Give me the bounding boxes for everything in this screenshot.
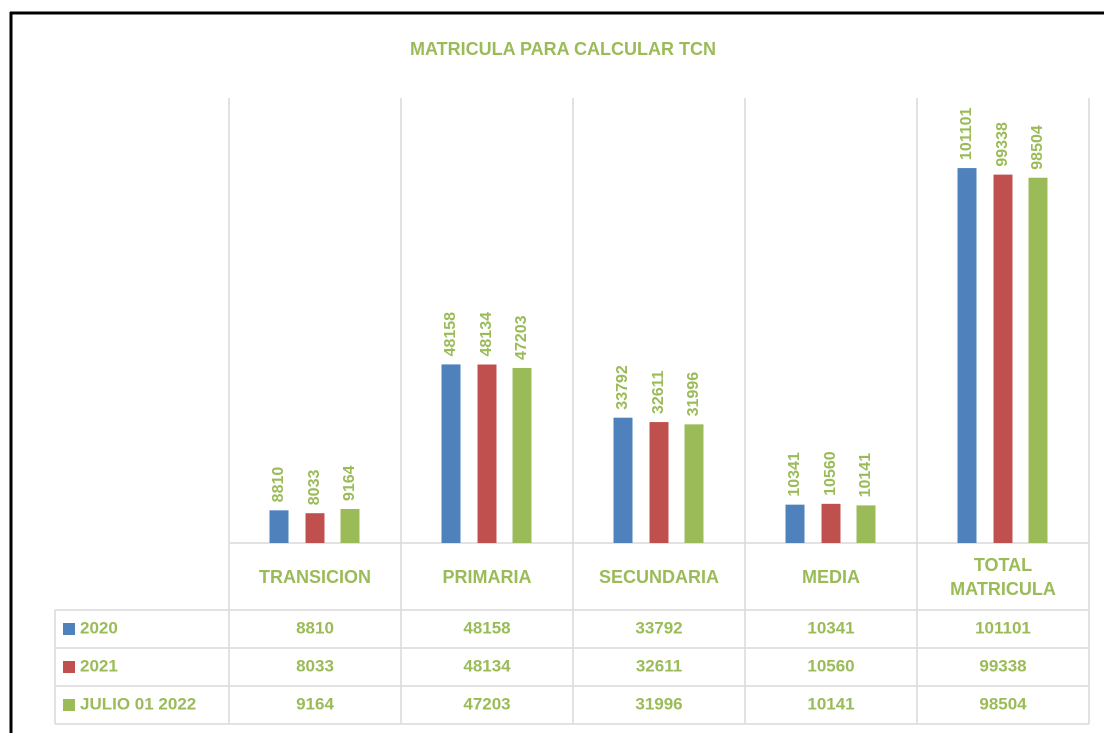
data-label: 32611 — [650, 370, 667, 414]
data-label: 33792 — [614, 365, 631, 410]
table-cell: 48134 — [463, 656, 511, 675]
x-tick-label: SECUNDARIA — [598, 566, 719, 587]
legend-key — [63, 699, 75, 711]
table-cell: 10560 — [807, 656, 854, 675]
bar — [856, 505, 876, 543]
data-label: 48158 — [442, 312, 459, 357]
bar — [993, 174, 1013, 543]
bar — [305, 513, 325, 543]
bar — [477, 364, 497, 543]
data-label: 47203 — [513, 315, 530, 360]
data-label: 8810 — [270, 467, 287, 503]
bar — [821, 503, 841, 543]
table-cell: 47203 — [463, 694, 510, 713]
data-label: 8033 — [306, 470, 323, 506]
legend-label: 2021 — [80, 656, 118, 675]
table-cell: 32611 — [636, 656, 682, 675]
bar — [613, 417, 633, 543]
bar — [441, 364, 461, 543]
legend-label: JULIO 01 2022 — [80, 694, 196, 713]
bar — [649, 422, 669, 543]
table-cell: 98504 — [979, 694, 1027, 713]
chart-title: MATRICULA PARA CALCULAR TCN — [410, 39, 716, 59]
table-cell: 8810 — [296, 618, 334, 637]
legend-label: 2020 — [80, 618, 118, 637]
bar — [512, 367, 532, 543]
x-tick-label: MEDIA — [802, 566, 860, 587]
legend-key — [63, 661, 75, 673]
x-tick-label: TRANSICION — [259, 566, 371, 587]
data-label: 10141 — [857, 453, 874, 498]
table-cell: 99338 — [979, 656, 1026, 675]
data-label: 10560 — [822, 451, 839, 496]
data-label: 31996 — [685, 372, 702, 417]
data-label: 48134 — [478, 312, 495, 357]
x-tick-label: PRIMARIA — [442, 566, 532, 587]
data-label: 101101 — [958, 107, 975, 160]
table-cell: 101101 — [975, 618, 1031, 637]
bar — [1028, 177, 1048, 543]
bar — [785, 504, 805, 543]
data-label: 9164 — [341, 465, 358, 501]
bar — [684, 424, 704, 543]
table-cell: 10341 — [807, 618, 854, 637]
table-cell: 48158 — [463, 618, 510, 637]
bar — [269, 510, 289, 543]
bar — [340, 509, 360, 543]
table-cell: 33792 — [635, 618, 682, 637]
table-cell: 9164 — [296, 694, 334, 713]
table-cell: 10141 — [807, 694, 854, 713]
bar — [957, 168, 977, 543]
legend-key — [63, 623, 75, 635]
table-cell: 8033 — [296, 656, 334, 675]
data-label: 99338 — [994, 122, 1011, 167]
data-label: 98504 — [1029, 125, 1046, 170]
data-label: 10341 — [786, 452, 803, 497]
x-tick-label: TOTAL MATRICULA — [950, 554, 1056, 599]
table-cell: 31996 — [635, 694, 682, 713]
